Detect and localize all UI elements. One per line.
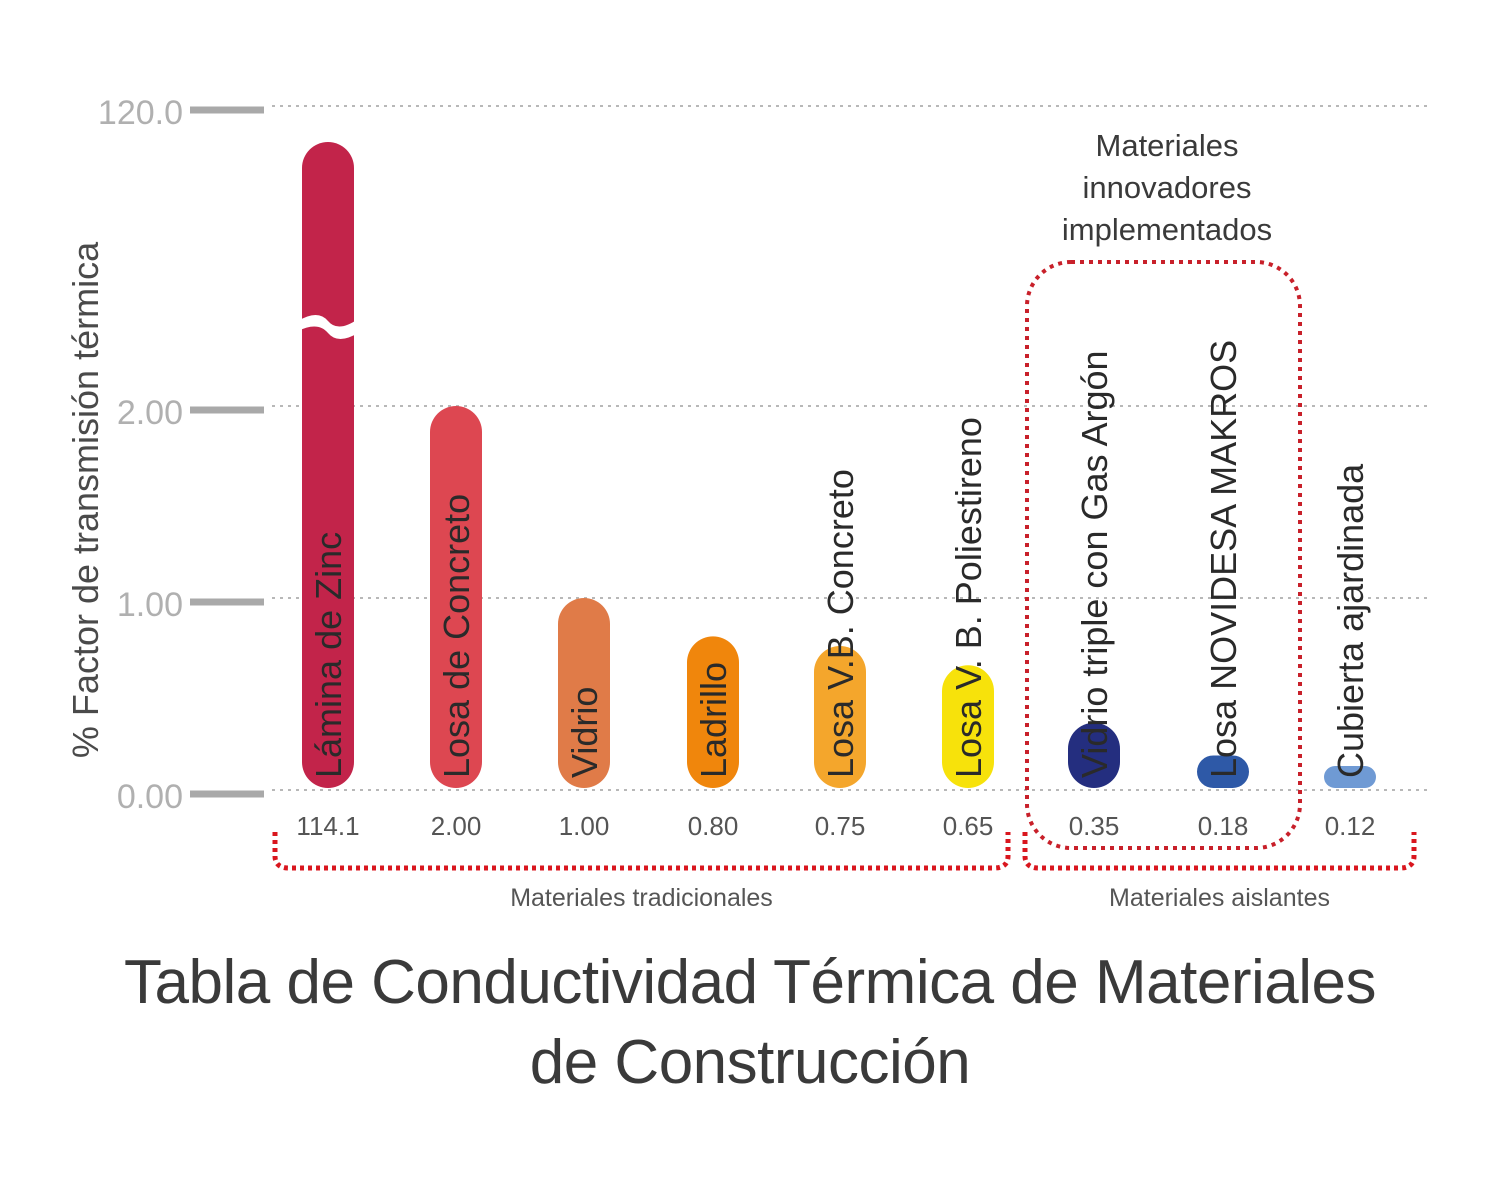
y-tick-label: 2.00 bbox=[117, 394, 183, 432]
bar-value-label: 0.12 bbox=[1325, 811, 1376, 841]
bar-value-label: 0.65 bbox=[943, 811, 994, 841]
bar-value-label: 0.75 bbox=[815, 811, 866, 841]
category-label: Ladrillo bbox=[693, 662, 734, 778]
category-label: Vidrio bbox=[564, 687, 605, 778]
group-bracket bbox=[1022, 832, 1417, 871]
bar bbox=[942, 665, 994, 788]
bar-value-label: 0.80 bbox=[688, 811, 739, 841]
group-bracket bbox=[272, 832, 1011, 871]
bar bbox=[1324, 766, 1376, 788]
y-tick-label: 0.00 bbox=[117, 778, 183, 816]
y-axis: 0.00 1.00 2.00 120.0 bbox=[98, 94, 264, 816]
chart-title-line2: de Construcción bbox=[529, 1028, 971, 1097]
bar bbox=[430, 406, 482, 788]
group-label: Materiales tradicionales bbox=[510, 884, 773, 912]
bar bbox=[814, 646, 866, 788]
y-axis-label: % Factor de transmisión térmica bbox=[65, 241, 106, 758]
bar-value-label: 2.00 bbox=[431, 811, 482, 841]
bar bbox=[1068, 722, 1120, 788]
category-label: Losa V. B. Poliestireno bbox=[948, 417, 989, 778]
category-label: Cubierta ajardinada bbox=[1330, 463, 1371, 778]
bar bbox=[558, 598, 610, 788]
category-label: Losa de Concreto bbox=[436, 494, 477, 778]
bar bbox=[1197, 755, 1249, 788]
bar bbox=[687, 636, 739, 788]
bar-value-label: 0.18 bbox=[1198, 811, 1249, 841]
chart-title: Tabla de Conductividad Térmica de Materi… bbox=[124, 948, 1376, 1017]
group-brackets: Materiales tradicionales Materiales aisla… bbox=[272, 832, 1417, 912]
y-tick-label: 1.00 bbox=[117, 586, 183, 624]
highlight-label: implementados bbox=[1062, 212, 1272, 247]
bar-value-label: 1.00 bbox=[559, 811, 610, 841]
bars: 114.1 Lámina de Zinc 2.00 Losa de Concreto 1… bbox=[296, 142, 1376, 841]
highlight-box: Materiales innovadores implementados bbox=[1025, 128, 1302, 850]
highlight-box-outline bbox=[1025, 260, 1302, 850]
bar bbox=[302, 142, 354, 788]
category-label: Vidrio triple con Gas Argón bbox=[1074, 350, 1115, 778]
category-label: Lámina de Zinc bbox=[308, 532, 349, 778]
bar-value-label: 0.35 bbox=[1069, 811, 1120, 841]
group-label: Materiales aislantes bbox=[1109, 884, 1330, 912]
highlight-label: innovadores bbox=[1083, 170, 1252, 205]
category-label: Losa V.B. Concreto bbox=[820, 469, 861, 778]
highlight-label: Materiales bbox=[1096, 128, 1239, 163]
category-label: Losa NOVIDESA MAKROS bbox=[1203, 340, 1244, 778]
y-tick-label: 120.0 bbox=[98, 94, 183, 132]
bar-value-label: 114.1 bbox=[296, 811, 359, 841]
axis-break-marker bbox=[298, 315, 358, 339]
